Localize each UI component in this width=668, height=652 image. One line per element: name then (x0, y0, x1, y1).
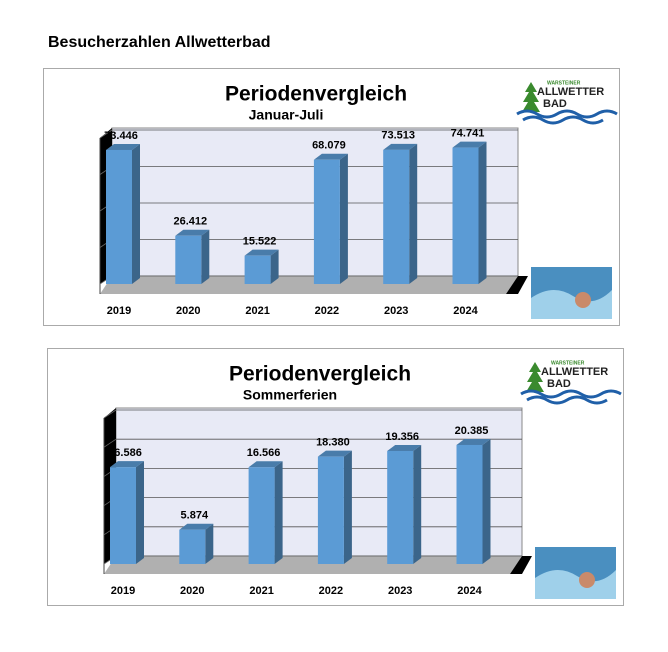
bar (179, 529, 206, 564)
bar-top (244, 249, 279, 256)
floor-edge (506, 276, 528, 294)
bar (456, 444, 483, 564)
x-tick-label: 2019 (107, 305, 131, 317)
bar-top (110, 461, 144, 468)
bar (452, 147, 479, 284)
bar-side (409, 143, 418, 284)
x-tick-label: 2023 (388, 585, 412, 597)
bar (317, 456, 344, 564)
value-label: 26.412 (173, 216, 207, 228)
bar (244, 255, 271, 284)
photo-swimmer (579, 572, 595, 588)
value-label: 20.385 (455, 425, 489, 437)
floor-edge (510, 556, 532, 574)
x-tick-label: 2020 (180, 585, 204, 597)
bar-side (343, 450, 352, 564)
bar-top (175, 229, 210, 236)
bar-top (248, 461, 283, 468)
bar-top (387, 444, 422, 451)
bar-top (106, 143, 140, 150)
bar-side (339, 153, 348, 284)
bar-side (270, 249, 279, 284)
logo-brand: WARSTEINER (551, 360, 585, 366)
bar-top (383, 143, 418, 150)
page-title: Besucherzahlen Allwetterbad (48, 34, 271, 51)
x-tick-label: 2021 (245, 305, 269, 317)
logo-wave (516, 109, 618, 119)
value-label: 5.874 (181, 510, 209, 522)
logo-brand: WARSTEINER (547, 80, 581, 86)
value-label: 68.079 (312, 140, 346, 152)
logo-tree (522, 82, 540, 112)
bar-side (413, 444, 422, 564)
logo-line: BAD (543, 98, 567, 110)
logo-line: ALLWETTER (541, 366, 608, 378)
bar (110, 467, 136, 564)
bar-top (456, 438, 491, 445)
logo-wave (526, 395, 608, 405)
x-tick-label: 2019 (111, 585, 135, 597)
value-label: 74.741 (451, 128, 485, 140)
bar-side (136, 461, 144, 564)
value-label: 19.356 (385, 431, 419, 443)
x-tick-label: 2021 (249, 585, 273, 597)
bar (248, 467, 275, 564)
logo-wave (522, 115, 604, 125)
x-tick-label: 2024 (453, 305, 478, 317)
value-label: 15.522 (243, 236, 277, 248)
value-label: 16.586 (108, 447, 142, 459)
chart-title: Periodenvergleich (225, 83, 407, 106)
bar (313, 159, 340, 284)
photo-splash (531, 289, 612, 319)
logo-wave (520, 389, 622, 399)
bar-side (132, 143, 140, 284)
x-tick-label: 2024 (457, 585, 482, 597)
value-label: 16.566 (247, 447, 281, 459)
bar-side (482, 438, 491, 564)
bar-top (452, 141, 487, 148)
bar (106, 149, 132, 284)
grid-line-side (99, 129, 113, 139)
bar (387, 450, 414, 564)
bar-top (179, 523, 214, 530)
bar-side (201, 229, 210, 284)
value-label: 18.380 (316, 437, 350, 449)
value-label: 73.446 (104, 130, 138, 142)
chart-title: Periodenvergleich (229, 363, 411, 386)
photo-swimmer (575, 292, 591, 308)
value-label: 73.513 (381, 130, 415, 142)
bar (383, 149, 410, 284)
chart-subtitle: Januar-Juli (249, 107, 324, 123)
x-tick-label: 2022 (315, 305, 339, 317)
logo-tree (526, 362, 544, 392)
grid-line-side (103, 438, 117, 448)
bar (175, 235, 202, 284)
bar-side (205, 523, 214, 564)
logo-line: BAD (547, 378, 571, 390)
x-tick-label: 2020 (176, 305, 200, 317)
grid-line-side (103, 409, 117, 419)
bar-top (317, 450, 352, 457)
photo-splash (535, 569, 616, 599)
logo-line: ALLWETTER (537, 86, 604, 98)
bar-top (313, 153, 348, 160)
bar-side (478, 141, 487, 284)
bar-side (274, 461, 283, 564)
x-tick-label: 2022 (319, 585, 343, 597)
chart-subtitle: Sommerferien (243, 387, 337, 403)
x-tick-label: 2023 (384, 305, 408, 317)
